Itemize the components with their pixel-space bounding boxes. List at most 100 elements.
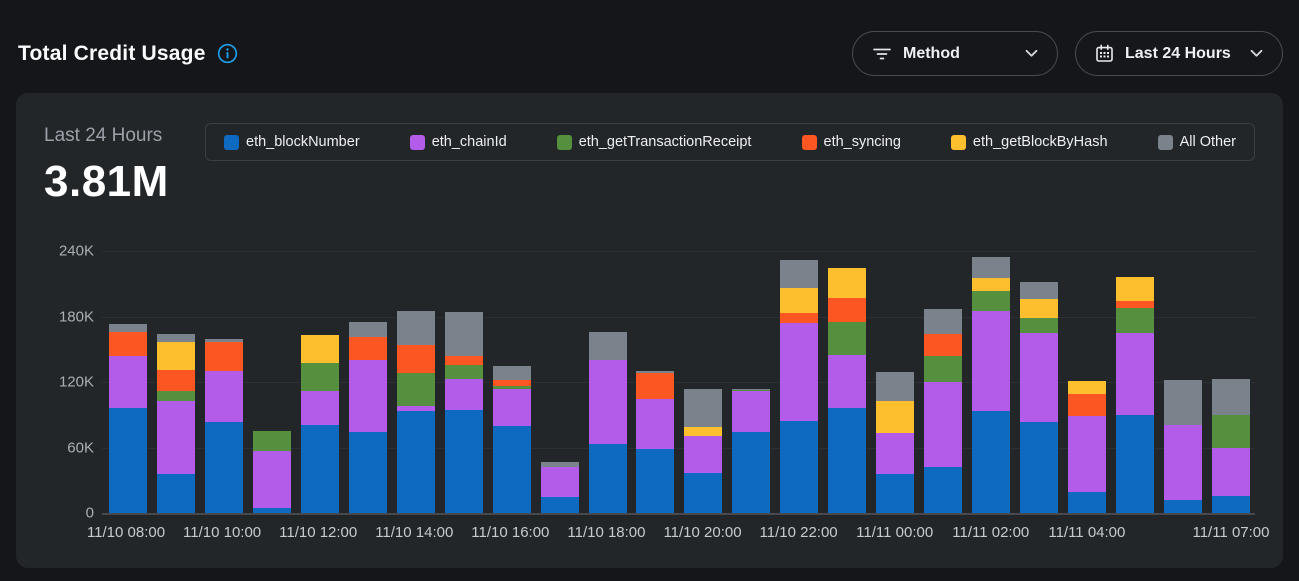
legend-label: eth_chainId [431, 134, 507, 150]
bar[interactable] [1116, 251, 1155, 513]
bar[interactable] [1068, 251, 1107, 513]
stat-period-label: Last 24 Hours [44, 125, 163, 146]
y-tick-label: 240K [58, 242, 94, 260]
bar[interactable] [1211, 251, 1250, 513]
bar-segment-eth_chainId [828, 354, 867, 409]
period-dropdown-label: Last 24 Hours [1125, 44, 1231, 62]
bar[interactable] [300, 251, 339, 513]
y-tick-label: 60K [67, 439, 94, 456]
x-tick-label: 11/10 22:00 [759, 524, 838, 541]
chart-legend: eth_blockNumber eth_chainId eth_getTransac… [205, 123, 1255, 161]
bar-segment-eth_blockNumber [1068, 492, 1107, 513]
bar[interactable] [109, 251, 147, 513]
bar[interactable] [252, 251, 291, 513]
bar[interactable] [492, 251, 531, 513]
legend-swatch [950, 134, 966, 150]
bar[interactable] [588, 251, 627, 513]
legend-label: eth_getBlockByHash [972, 134, 1108, 150]
bar-segment-eth_getTransactionReceipt [396, 373, 435, 407]
legend-item-eth_syncing[interactable]: eth_syncing [801, 134, 901, 150]
bar[interactable] [876, 251, 915, 513]
bar[interactable] [540, 251, 579, 513]
bar-segment-eth_blockNumber [732, 432, 771, 513]
bar[interactable] [204, 251, 243, 513]
bar-segment-eth_getBlockByHash [972, 278, 1011, 292]
period-dropdown[interactable]: Last 24 Hours [1075, 31, 1283, 76]
bar-segment-eth_blockNumber [588, 444, 627, 513]
bar-segment-eth_chainId [540, 467, 579, 497]
bar-segment-eth_blockNumber [828, 408, 867, 513]
legend-item-All Other[interactable]: All Other [1157, 134, 1236, 150]
bar-segment-eth_chainId [156, 400, 195, 474]
stat-total-value: 3.81M [44, 157, 169, 206]
bar-segment-All Other [684, 388, 723, 427]
legend-label: eth_getTransactionReceipt [578, 134, 752, 150]
x-tick-label: 11/10 14:00 [375, 524, 454, 541]
legend-label: eth_blockNumber [246, 134, 360, 150]
bar[interactable] [972, 251, 1011, 513]
legend-swatch [224, 134, 239, 150]
bar-segment-All Other [732, 388, 771, 390]
legend-swatch [556, 134, 572, 150]
stacked-bar-chart: 240K 180K 120K 60K 0 11/10 08:00 11/10 10:00 1… [44, 243, 1270, 546]
bar[interactable] [684, 251, 723, 513]
bar-segment-eth_blockNumber [1116, 414, 1155, 513]
bar-segment-eth_getBlockByHash [300, 335, 339, 364]
bar-segment-All Other [1020, 281, 1059, 300]
bar-segment-eth_blockNumber [876, 473, 915, 513]
bar[interactable] [732, 251, 771, 513]
bar-segment-eth_chainId [1116, 332, 1155, 415]
bar[interactable] [1163, 251, 1202, 513]
x-tick-label: 11/10 18:00 [567, 524, 646, 541]
bar[interactable] [396, 251, 435, 513]
info-icon[interactable] [217, 43, 238, 64]
bar-segment-eth_getTransactionReceipt [1020, 317, 1059, 333]
bar[interactable] [828, 251, 867, 513]
x-tick-label: 11/10 16:00 [471, 524, 550, 541]
bar-segment-eth_syncing [156, 370, 195, 391]
bar-segment-eth_syncing [396, 344, 435, 374]
bars-container [102, 251, 1255, 513]
method-dropdown-label: Method [903, 44, 960, 62]
bar-segment-eth_blockNumber [684, 472, 723, 513]
calendar-icon [1095, 44, 1114, 63]
legend-item-eth_blockNumber[interactable]: eth_blockNumber [224, 134, 360, 150]
bar-segment-eth_chainId [1020, 332, 1059, 423]
bar-segment-eth_getTransactionReceipt [828, 321, 867, 355]
bar-segment-eth_syncing [204, 341, 243, 372]
y-tick-label: 180K [58, 308, 94, 325]
method-dropdown[interactable]: Method [852, 31, 1058, 76]
bar-segment-eth_getBlockByHash [828, 268, 867, 298]
bar-segment-eth_getBlockByHash [1068, 380, 1107, 395]
bar-segment-All Other [972, 256, 1011, 279]
bar-segment-eth_blockNumber [540, 496, 579, 513]
title-wrap: Total Credit Usage [16, 42, 238, 66]
bar-segment-All Other [636, 371, 675, 374]
bar-segment-All Other [1163, 379, 1202, 425]
bar-segment-eth_chainId [1068, 415, 1107, 493]
bar[interactable] [780, 251, 819, 513]
bar-segment-eth_blockNumber [780, 421, 819, 513]
bar-segment-All Other [348, 321, 387, 338]
bar-segment-eth_blockNumber [348, 432, 387, 513]
legend-item-eth_getBlockByHash[interactable]: eth_getBlockByHash [950, 134, 1108, 150]
bar-segment-All Other [1211, 378, 1250, 415]
bar[interactable] [1020, 251, 1059, 513]
plot-area [102, 251, 1255, 515]
bar[interactable] [636, 251, 675, 513]
legend-item-eth_chainId[interactable]: eth_chainId [409, 134, 507, 150]
bar[interactable] [924, 251, 963, 513]
bar-segment-eth_chainId [876, 433, 915, 474]
bar-segment-eth_blockNumber [1020, 422, 1059, 513]
bar-segment-eth_getTransactionReceipt [492, 386, 531, 389]
header-controls: Method [852, 31, 1283, 76]
bar[interactable] [444, 251, 483, 513]
bar-segment-eth_chainId [492, 388, 531, 426]
bar[interactable] [156, 251, 195, 513]
legend-swatch [801, 134, 817, 150]
bar-segment-eth_getTransactionReceipt [1116, 307, 1155, 333]
bar-segment-eth_blockNumber [252, 507, 291, 513]
bar-segment-All Other [540, 461, 579, 468]
bar[interactable] [348, 251, 387, 513]
legend-item-eth_getTransactionReceipt[interactable]: eth_getTransactionReceipt [556, 134, 752, 150]
